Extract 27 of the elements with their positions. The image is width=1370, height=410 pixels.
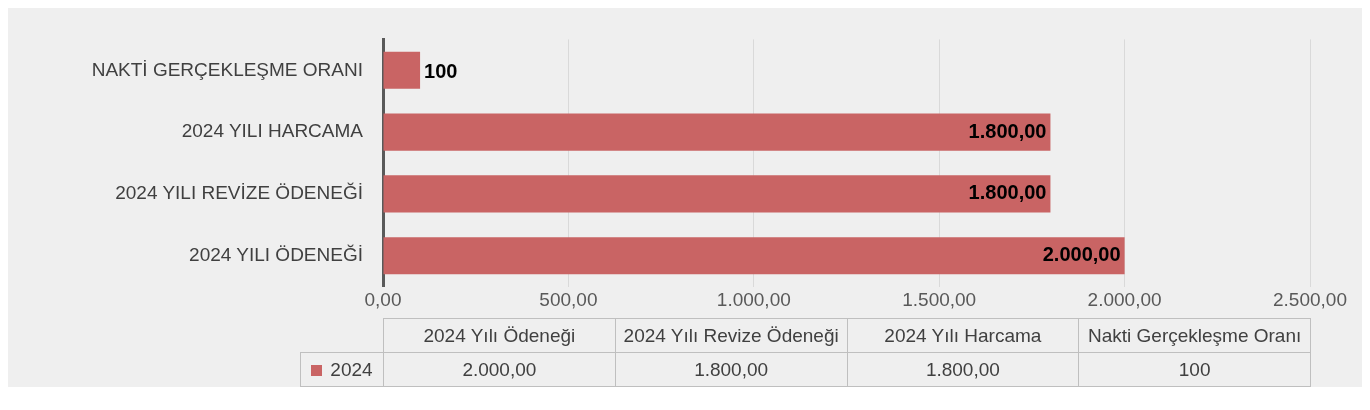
text: Nakti Gerçekleşme Oranı [1078,318,1311,353]
text: 100 [1178,358,1211,380]
x-tick-label: 2.500,00 [1273,289,1347,311]
x-tick-label: 500,00 [539,289,598,311]
bar [383,113,1051,151]
x-tick-label: 1.000,00 [716,289,791,311]
text: 1.800,00 [694,358,769,380]
text: 1.800,00 [925,358,1000,380]
text: 2.000,00 [462,358,537,380]
text: 2024 Yılı Revize Ödeneği [615,318,847,353]
x-tick-label: 0,00 [364,289,402,311]
text: 2024 Yılı Ödeneği [383,318,616,353]
data-label: 1.800,00 [968,119,1047,142]
y-tick-label: 2024 YILI REVİZE ÖDENEĞİ [115,182,363,204]
data-label: 1.800,00 [968,181,1047,204]
x-tick-label: 1.500,00 [902,289,977,311]
bar [383,175,1051,213]
data-label: 100 [424,59,458,82]
y-tick-label: 2024 YILI ÖDENEĞİ [189,243,363,265]
y-tick-label: 2024 YILI HARCAMA [181,120,364,142]
legend-label: 2024 [330,358,373,380]
x-tick-label: 2.000,00 [1087,289,1162,311]
bar [383,51,421,89]
bar [383,237,1125,275]
text: 2024 Yılı Harcama [847,318,1079,353]
data-label: 2.000,00 [1042,243,1121,266]
y-tick-label: NAKTİ GERÇEKLEŞME ORANI [91,58,363,80]
